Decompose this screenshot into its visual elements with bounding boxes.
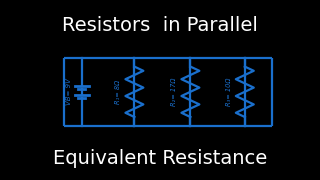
Text: Equivalent Resistance: Equivalent Resistance <box>53 149 267 168</box>
Text: R₃= 10Ω: R₃= 10Ω <box>226 78 232 106</box>
Text: R₂= 17Ω: R₂= 17Ω <box>172 78 177 106</box>
Text: Resistors  in Parallel: Resistors in Parallel <box>62 16 258 35</box>
Text: VB= 9V: VB= 9V <box>66 78 72 105</box>
Text: R₁= 8Ω: R₁= 8Ω <box>116 80 121 104</box>
